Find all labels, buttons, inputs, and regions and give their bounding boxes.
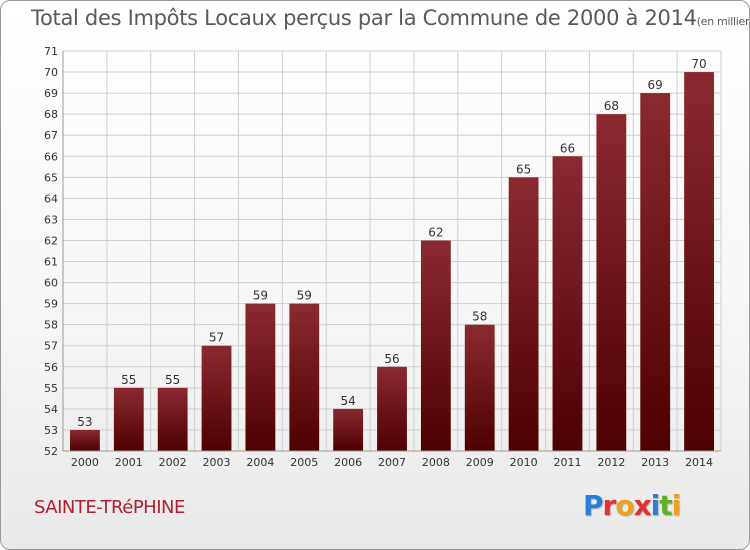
x-tick-label: 2014 — [685, 456, 713, 469]
x-tick-label: 2008 — [422, 456, 450, 469]
y-tick-label: 67 — [44, 129, 58, 142]
y-tick-label: 56 — [44, 361, 58, 374]
logo-letter: x — [633, 489, 652, 522]
data-label: 55 — [121, 373, 136, 387]
data-label: 57 — [209, 331, 224, 345]
bar — [157, 387, 188, 451]
data-label: 69 — [648, 78, 663, 92]
y-tick-label: 66 — [44, 150, 58, 163]
data-label: 66 — [560, 141, 575, 155]
chart-title: Total des Impôts Locaux perçus par la Co… — [31, 6, 750, 30]
bar — [333, 408, 364, 451]
y-tick-label: 58 — [44, 319, 58, 332]
data-label: 54 — [340, 394, 355, 408]
y-tick-label: 54 — [44, 403, 58, 416]
data-label: 59 — [297, 289, 312, 303]
y-tick-label: 57 — [44, 340, 58, 353]
bar — [464, 324, 495, 451]
logo-letter: t — [659, 489, 672, 522]
data-label: 53 — [77, 415, 92, 429]
chart-title-main: Total des Impôts Locaux perçus par la Co… — [31, 6, 697, 30]
y-tick-label: 53 — [44, 424, 58, 437]
data-label: 62 — [428, 225, 443, 239]
y-tick-label: 69 — [44, 87, 58, 100]
y-tick-label: 59 — [44, 298, 58, 311]
bar — [70, 429, 100, 451]
y-tick-label: 52 — [44, 445, 58, 458]
axes: 52 53 54 55 56 57 58 59 60 61 62 63 64 65 66 67 68 69 70 71… — [44, 45, 721, 469]
bar — [420, 240, 451, 451]
data-label: 55 — [165, 373, 180, 387]
bar — [596, 114, 627, 451]
y-tick-label: 68 — [44, 108, 58, 121]
data-label: 68 — [604, 99, 619, 113]
commune-name: SAINTE-TRéPHINE — [34, 497, 185, 518]
x-tick-label: 2004 — [246, 456, 274, 469]
logo-letter: i — [671, 489, 682, 522]
x-tick-label: 2000 — [71, 456, 99, 469]
logo-letter: P — [583, 489, 604, 522]
proxiti-logo: Proxiti — [583, 489, 682, 522]
logo-letter: r — [602, 489, 617, 522]
data-label: 65 — [516, 162, 531, 176]
y-tick-label: 64 — [44, 192, 58, 205]
logo-letter: o — [615, 489, 634, 522]
y-tick-label: 55 — [44, 382, 58, 395]
x-tick-label: 2001 — [115, 456, 143, 469]
bar — [508, 177, 539, 451]
x-tick-label: 2012 — [597, 456, 625, 469]
bar — [684, 72, 714, 451]
x-tick-label: 2003 — [203, 456, 231, 469]
x-tick-label: 2007 — [378, 456, 406, 469]
y-tick-label: 65 — [44, 171, 58, 184]
x-tick-label: 2009 — [466, 456, 494, 469]
x-tick-label: 2013 — [641, 456, 669, 469]
data-label: 56 — [384, 352, 399, 366]
bar — [245, 303, 276, 451]
bar — [640, 93, 671, 452]
data-label: 59 — [253, 289, 268, 303]
bars — [70, 72, 714, 452]
bar — [289, 303, 320, 451]
bar — [201, 345, 232, 451]
y-tick-label: 61 — [44, 256, 58, 269]
x-tick-label: 2006 — [334, 456, 362, 469]
data-label: 58 — [472, 310, 487, 324]
data-label: 70 — [691, 57, 706, 71]
x-tick-label: 2011 — [553, 456, 581, 469]
bar — [552, 156, 583, 451]
x-tick-label: 2010 — [510, 456, 538, 469]
y-tick-label: 62 — [44, 234, 58, 247]
bar — [377, 366, 407, 451]
logo-letter: i — [650, 489, 661, 522]
y-tick-label: 70 — [44, 66, 58, 79]
bar — [113, 387, 144, 451]
y-tick-label: 71 — [44, 45, 58, 58]
x-tick-label: 2005 — [290, 456, 318, 469]
chart-title-unit: (en milliers d'€) — [696, 15, 750, 28]
y-tick-label: 63 — [44, 213, 58, 226]
y-tick-label: 60 — [44, 277, 58, 290]
x-tick-label: 2002 — [159, 456, 187, 469]
